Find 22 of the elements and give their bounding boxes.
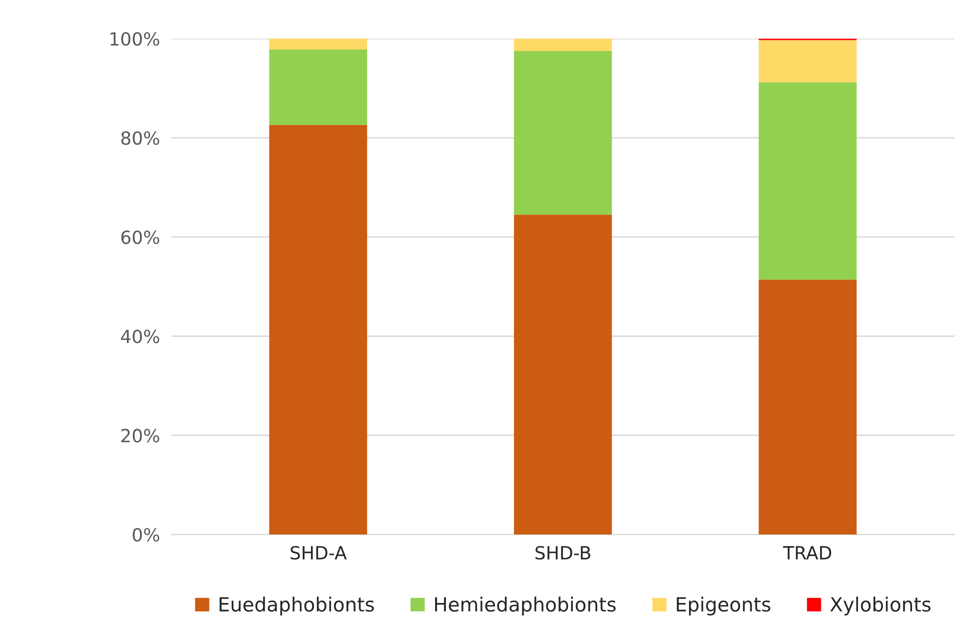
bar [269, 38, 368, 50]
bar [514, 51, 612, 215]
legend-label: Hemiedaphobionts [435, 596, 616, 616]
bar [758, 280, 857, 535]
y-tick-label: 60% [121, 230, 160, 244]
y-tick-label: 40% [120, 330, 160, 344]
x-tick-label: TRAD [783, 546, 832, 560]
bar [269, 124, 368, 535]
y-tick-label: 80% [121, 131, 160, 145]
bar [269, 50, 368, 125]
bar [758, 82, 857, 280]
legend-label: Epigeonts [676, 596, 770, 616]
bar [758, 40, 857, 82]
y-tick-label: 100% [110, 32, 160, 46]
bar [514, 214, 612, 535]
bar [514, 38, 612, 52]
x-tick-label: SHD-B [536, 546, 590, 560]
x-tick-label: SHD-A [290, 546, 347, 560]
legend-label: Euedaphobionts [220, 596, 374, 616]
legend-label: Xylobionts [830, 596, 930, 616]
y-tick-label: 20% [121, 428, 160, 442]
y-tick-label: 0% [132, 528, 160, 542]
